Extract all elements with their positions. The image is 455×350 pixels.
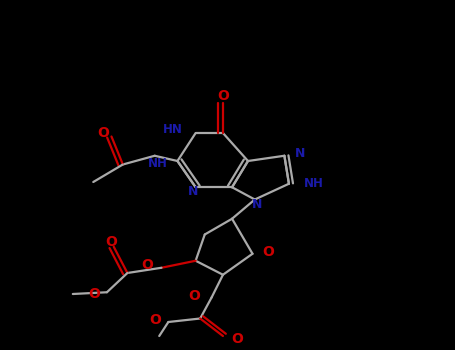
- Text: O: O: [97, 126, 109, 140]
- Text: O: O: [263, 245, 274, 259]
- Text: O: O: [217, 89, 229, 103]
- Text: O: O: [142, 258, 153, 272]
- Text: O: O: [231, 332, 243, 346]
- Text: O: O: [150, 313, 162, 327]
- Text: O: O: [106, 235, 117, 249]
- Text: O: O: [188, 289, 200, 303]
- Text: N: N: [188, 185, 198, 198]
- Text: N: N: [294, 147, 305, 160]
- Text: N: N: [252, 198, 262, 211]
- Text: NH: NH: [147, 157, 167, 170]
- Text: NH: NH: [303, 177, 324, 190]
- Text: O: O: [88, 287, 100, 301]
- Text: HN: HN: [163, 123, 183, 136]
